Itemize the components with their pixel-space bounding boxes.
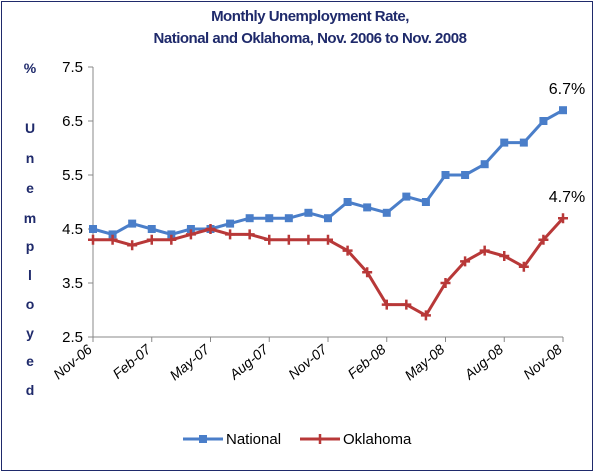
chart-title-line1: Monthly Unemployment Rate, [211,8,409,25]
x-tick-label: Feb-07 [109,340,154,382]
oklahoma-point [323,234,333,245]
oklahoma-point [460,256,471,267]
national-point [265,214,274,223]
national-point [147,225,156,233]
oklahoma-point [381,299,392,310]
oklahoma-point [499,251,510,261]
national-point [245,214,254,223]
national-point [382,208,391,217]
oklahoma-point [146,234,157,245]
national-point [343,198,352,206]
national-point [421,198,430,206]
legend-label-national: National [226,431,281,448]
y-tick-label: 7.5 [62,59,83,76]
national-point [128,219,137,228]
oklahoma-end-label: 4.7% [549,189,585,206]
oklahoma-point [342,245,353,256]
national-point [363,203,372,212]
national-point [539,117,548,125]
y-axis-label-char: n [25,150,35,166]
oklahoma-point [205,224,216,234]
national-point [519,138,528,147]
x-tick-label: May-07 [166,340,213,383]
y-axis-label-char: m [23,210,37,226]
national-point [324,214,332,223]
x-tick-label: Aug-08 [461,341,507,383]
national-point [402,192,411,201]
y-axis-label-char: y [26,325,34,341]
oklahoma-point [362,267,373,278]
x-tick-label: Feb-08 [344,341,388,382]
national-point [108,230,117,239]
y-axis-label-char: U [24,120,36,136]
oklahoma-point [264,234,275,245]
oklahoma-point [538,234,549,245]
national-point [500,138,509,147]
oklahoma-point [420,310,431,321]
x-tick-label: Aug-07 [226,340,273,383]
national-point [186,225,195,233]
y-tick-label: 3.5 [62,275,83,292]
oklahoma-point [88,234,98,245]
y-axis-label-char: d [25,382,35,398]
y-axis-label-char: p [25,238,35,254]
oklahoma-point [127,240,138,251]
national-point [226,219,235,228]
x-tick-label: May-08 [401,341,447,383]
legend-label-oklahoma: Oklahoma [343,431,412,448]
y-tick-label: 5.5 [62,167,83,184]
legend-marker-national [199,435,207,443]
x-tick-label: Nov-07 [285,340,331,382]
national-point [89,225,97,233]
national-point [167,230,176,239]
oklahoma-point [440,278,451,288]
x-tick-label: Nov-08 [520,341,565,382]
oklahoma-point [479,245,490,256]
national-point [304,208,313,217]
y-tick-label: 6.5 [62,113,83,130]
oklahoma-point [518,261,529,272]
y-tick-label: 2.5 [62,329,83,346]
oklahoma-point [303,234,314,245]
x-tick-label: Nov-06 [50,341,95,382]
oklahoma-point [401,299,412,310]
oklahoma-point [225,229,236,240]
national-end-label: 6.7% [549,81,585,98]
national-point [480,160,489,169]
y-axis-label-char: e [26,353,34,369]
y-axis-label-char: % [23,60,37,76]
national-point [284,214,293,223]
national-point [559,106,567,115]
y-axis-label-char: o [25,296,35,312]
oklahoma-point [558,213,568,224]
oklahoma-point [107,234,118,245]
y-tick-label: 4.5 [62,221,83,238]
national-point [461,171,470,179]
oklahoma-point [185,229,196,240]
oklahoma-point [244,229,255,240]
chart-title-line2: National and Oklahoma, Nov. 2006 to Nov.… [153,30,467,47]
legend-marker-oklahoma [315,434,325,444]
oklahoma-point [166,234,177,245]
y-axis-label-char: l [28,267,32,283]
y-axis-label-char: e [26,180,34,196]
oklahoma-point [283,234,294,245]
national-point [441,171,450,179]
